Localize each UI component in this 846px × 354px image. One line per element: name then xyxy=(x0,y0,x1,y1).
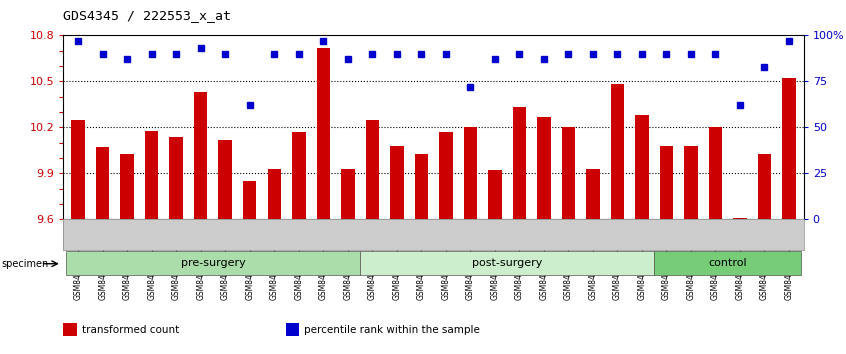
Bar xyxy=(488,170,502,219)
Bar xyxy=(63,324,77,336)
Bar xyxy=(292,132,305,219)
Bar xyxy=(783,78,796,219)
Bar xyxy=(96,147,109,219)
Bar xyxy=(464,127,477,219)
FancyBboxPatch shape xyxy=(66,251,360,275)
Text: post-surgery: post-surgery xyxy=(472,258,542,268)
Text: control: control xyxy=(708,258,747,268)
Bar xyxy=(439,132,453,219)
Bar xyxy=(513,108,526,219)
Text: pre-surgery: pre-surgery xyxy=(180,258,245,268)
FancyBboxPatch shape xyxy=(360,251,654,275)
Text: percentile rank within the sample: percentile rank within the sample xyxy=(304,325,480,335)
Bar xyxy=(684,146,698,219)
Bar xyxy=(635,115,649,219)
Bar xyxy=(586,169,600,219)
FancyBboxPatch shape xyxy=(654,251,801,275)
Bar xyxy=(169,137,183,219)
Bar xyxy=(218,140,232,219)
Bar xyxy=(709,127,722,219)
Bar xyxy=(285,324,299,336)
Bar xyxy=(537,117,551,219)
Bar xyxy=(415,154,428,219)
Bar xyxy=(733,218,747,219)
Text: specimen: specimen xyxy=(2,259,49,269)
Bar xyxy=(243,181,256,219)
Bar xyxy=(120,154,134,219)
Bar xyxy=(660,146,673,219)
Bar xyxy=(194,92,207,219)
Bar xyxy=(341,169,354,219)
Bar xyxy=(562,127,575,219)
Bar xyxy=(145,131,158,219)
Text: transformed count: transformed count xyxy=(82,325,179,335)
Bar xyxy=(267,169,281,219)
Bar xyxy=(758,154,772,219)
Text: GDS4345 / 222553_x_at: GDS4345 / 222553_x_at xyxy=(63,9,232,22)
Bar xyxy=(316,48,330,219)
Bar xyxy=(71,120,85,219)
Bar xyxy=(390,146,404,219)
Bar xyxy=(365,120,379,219)
Bar xyxy=(611,85,624,219)
